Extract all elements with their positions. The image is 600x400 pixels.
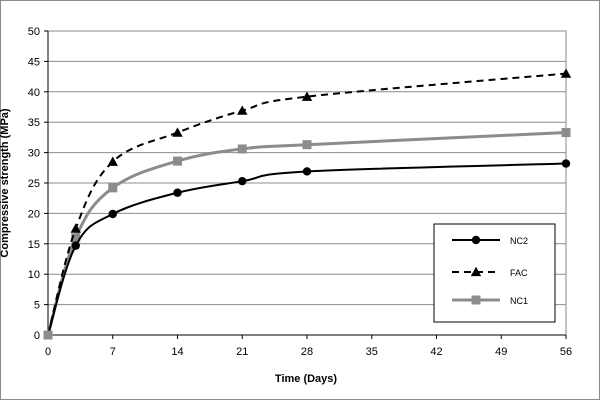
legend-label: FAC — [510, 268, 528, 278]
data-point-nc1 — [71, 233, 81, 243]
y-tick-label: 40 — [28, 87, 40, 99]
x-tick-label: 21 — [236, 346, 248, 358]
y-tick-label: 25 — [28, 178, 40, 190]
x-tick-label: 0 — [45, 346, 51, 358]
legend-marker — [471, 235, 481, 245]
data-point-nc1 — [237, 144, 247, 154]
data-point-nc1 — [173, 156, 182, 166]
data-point-fac — [301, 91, 313, 101]
series-layer — [43, 68, 572, 340]
x-tick-label: 7 — [110, 346, 116, 358]
series-fac — [43, 68, 572, 340]
x-axis-label: Time (Days) — [275, 373, 337, 385]
y-tick-label: 30 — [28, 148, 40, 160]
legend: NC2 FAC NC1 — [433, 223, 556, 323]
x-tick-label: 49 — [495, 346, 507, 358]
data-point-fac — [70, 223, 81, 233]
data-point-nc2 — [71, 241, 80, 250]
legend-marker — [470, 266, 482, 277]
data-point-nc2 — [238, 176, 247, 186]
y-tick-label: 10 — [28, 269, 40, 281]
legend-marker — [471, 295, 481, 305]
legend-label: NC1 — [510, 296, 528, 306]
y-tick-label: 0 — [34, 330, 40, 342]
axes: 0 5 10 15 20 25 30 35 40 45 50 0 7 14 21 28 35 42 49 56 — [28, 26, 572, 358]
data-point-nc1 — [302, 140, 312, 150]
data-point-fac — [107, 156, 118, 166]
data-point-nc2 — [302, 167, 312, 176]
y-tick-label: 50 — [28, 26, 40, 38]
data-point-fac — [560, 68, 572, 78]
x-tick-label: 42 — [430, 346, 442, 358]
data-point-fac — [172, 127, 183, 137]
data-point-nc2 — [173, 188, 182, 197]
x-tick-label: 56 — [560, 346, 572, 358]
y-tick-label: 15 — [28, 239, 40, 251]
data-point-nc2 — [561, 159, 571, 168]
legend-item-fac: FAC — [452, 266, 528, 278]
data-point-fac — [43, 330, 53, 340]
x-tick-label: 35 — [366, 346, 378, 358]
data-point-fac — [237, 105, 248, 115]
data-point-nc1 — [108, 183, 118, 193]
grid-lines — [48, 60, 566, 306]
y-tick-label: 45 — [28, 56, 40, 68]
y-tick-label: 5 — [34, 300, 40, 312]
y-tick-label: 35 — [28, 117, 40, 129]
data-point-nc1 — [561, 128, 571, 138]
legend-item-nc2: NC2 — [452, 235, 528, 246]
x-tick-label: 14 — [171, 346, 183, 358]
y-axis-label: Compressive strength (MPa) — [0, 108, 11, 257]
data-point-nc2 — [108, 209, 117, 219]
legend-label: NC2 — [510, 236, 528, 246]
legend-item-nc1: NC1 — [452, 295, 528, 306]
x-tick-label: 28 — [301, 346, 313, 358]
y-tick-label: 20 — [28, 208, 40, 220]
